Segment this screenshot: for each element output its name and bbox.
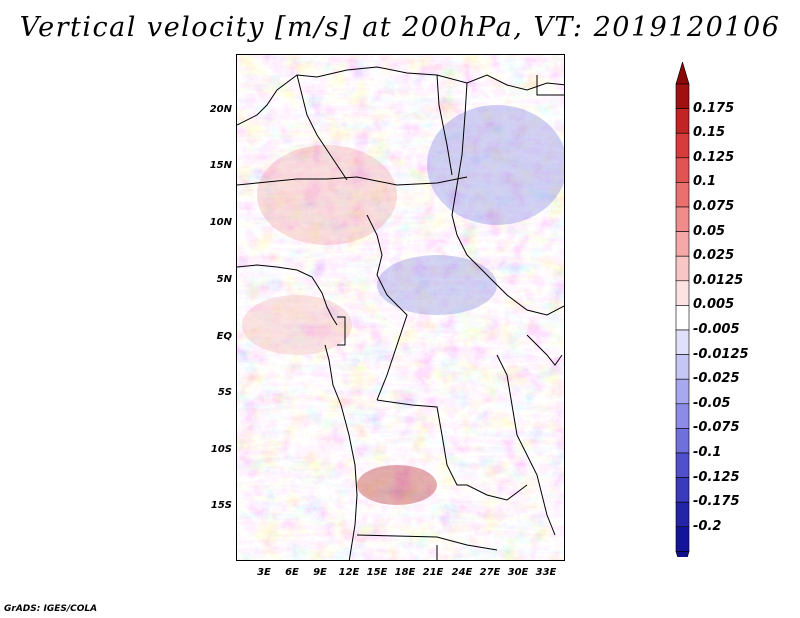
colorbar-segment xyxy=(675,526,690,552)
lon-label: 33E xyxy=(535,567,557,578)
colorbar-segment xyxy=(675,452,690,478)
colorbar xyxy=(675,62,690,557)
chad-sudan-border xyxy=(451,82,564,316)
colorbar-label: -0.0125 xyxy=(693,346,749,362)
ascent-region-south xyxy=(357,465,437,505)
colorbar-segment xyxy=(675,329,690,355)
lake-victoria-outline xyxy=(526,334,563,366)
colorbar-segment xyxy=(675,305,690,331)
lon-label: 15E xyxy=(366,567,388,578)
grads-credit: GrADS: IGES/COLA xyxy=(4,604,98,614)
colorbar-label: 0.175 xyxy=(693,100,735,116)
colorbar-segment xyxy=(675,477,690,503)
colorbar-label: 0.025 xyxy=(693,248,735,264)
colorbar-label: 0.0125 xyxy=(693,272,744,288)
lat-label: 10S xyxy=(210,444,232,455)
lon-label: 27E xyxy=(479,567,501,578)
colorbar-segment xyxy=(675,255,690,282)
chart-title: Vertical velocity [m/s] at 200hPa, VT: 2… xyxy=(19,12,781,43)
lon-label: 18E xyxy=(394,567,416,578)
north-border-line xyxy=(237,66,564,126)
colorbar-segment xyxy=(675,280,690,306)
lon-label: 24E xyxy=(451,567,473,578)
rift-valley-lakes xyxy=(496,354,556,536)
lon-label: 9E xyxy=(313,567,327,578)
colorbar-bottom-arrow xyxy=(675,551,690,557)
colorbar-label: -0.075 xyxy=(693,420,740,436)
libya-border xyxy=(436,74,453,176)
colorbar-segment xyxy=(675,108,690,134)
egypt-corner xyxy=(536,75,564,96)
colorbar-segment xyxy=(675,206,690,232)
colorbar-label: -0.125 xyxy=(693,469,740,485)
velocity-streaks xyxy=(237,55,564,560)
colorbar-label: -0.175 xyxy=(693,494,740,510)
colorbar-segment xyxy=(675,354,690,380)
lat-label: EQ xyxy=(216,331,232,342)
colorbar-segment xyxy=(675,157,690,183)
colorbar-label: -0.2 xyxy=(693,518,722,534)
colorbar-segment xyxy=(675,231,690,257)
equatorial-atlantic-region xyxy=(242,295,352,355)
colorbar-label: 0.125 xyxy=(693,149,735,165)
gabon-border xyxy=(337,316,346,346)
lat-label: 20N xyxy=(209,104,232,115)
colorbar-label: -0.005 xyxy=(693,322,740,337)
lat-label: 5N xyxy=(216,274,232,285)
colorbar-label: 0.005 xyxy=(693,297,735,313)
colorbar-label: -0.025 xyxy=(693,371,740,387)
namibia-border xyxy=(356,534,498,551)
lat-label: 5S xyxy=(217,387,232,398)
angola-zambia-border xyxy=(376,399,528,501)
colorbar-label: -0.05 xyxy=(693,395,731,411)
colorbar-label: -0.1 xyxy=(693,445,722,460)
lon-label: 6E xyxy=(285,567,299,578)
central-africa-region xyxy=(377,255,497,315)
central-african-border xyxy=(366,214,408,401)
lon-label: 12E xyxy=(338,567,360,578)
colorbar-segment xyxy=(675,428,690,454)
colorbar-label: 0.15 xyxy=(693,125,726,141)
colorbar-segment xyxy=(675,132,690,159)
colorbar-segment xyxy=(675,403,690,429)
niger-border xyxy=(296,74,348,181)
colorbar-segment xyxy=(675,83,690,109)
colorbar-top-arrow xyxy=(675,62,690,85)
colorbar-segment xyxy=(675,378,690,405)
colorbar-segment xyxy=(675,182,690,208)
lat-label: 15N xyxy=(209,160,232,171)
sahel-border-line xyxy=(237,176,468,186)
map-plot-area xyxy=(236,54,565,561)
country-borders xyxy=(237,66,564,560)
lon-label: 21E xyxy=(422,567,444,578)
colorbar-label: 0.05 xyxy=(693,223,726,239)
lon-label: 3E xyxy=(257,567,271,578)
atlantic-coastline xyxy=(324,344,358,560)
subsidence-region xyxy=(427,105,564,225)
velocity-field-map xyxy=(237,55,564,560)
colorbar-label: 0.075 xyxy=(693,199,735,214)
lat-label: 10N xyxy=(209,217,232,228)
colorbar-label: 0.1 xyxy=(693,174,717,190)
ascent-region-north xyxy=(257,145,397,245)
lon-label: 30E xyxy=(507,567,529,578)
colorbar-segment xyxy=(675,501,690,528)
lat-label: 15S xyxy=(210,500,232,511)
west-africa-coast xyxy=(237,264,338,326)
